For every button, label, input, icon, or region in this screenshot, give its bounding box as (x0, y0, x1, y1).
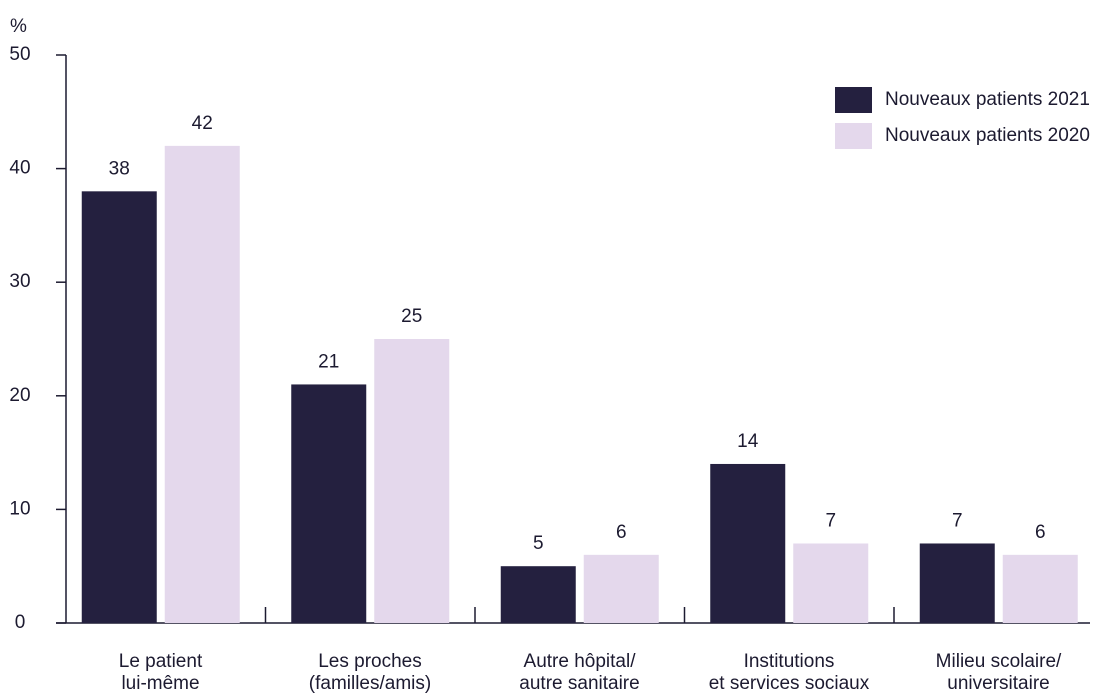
bar (710, 463, 786, 623)
bar (291, 384, 367, 623)
legend-label: Nouveaux patients 2021 (885, 89, 1090, 110)
x-tick-label: Le patient lui-même (118, 651, 203, 694)
y-axis-label: % (10, 16, 27, 37)
bar (793, 543, 869, 623)
data-label: 6 (616, 522, 627, 543)
y-tick-label: 30 (9, 271, 30, 292)
data-label: 5 (533, 533, 544, 554)
data-label: 21 (318, 351, 339, 372)
data-label: 38 (109, 158, 130, 179)
bar (164, 145, 240, 623)
bar (583, 554, 659, 623)
bar (919, 543, 995, 623)
bar (374, 339, 450, 623)
y-tick-label: 20 (9, 385, 30, 406)
legend-swatch (835, 87, 872, 113)
x-tick-label: Autre hôpital/ autre sanitaire (519, 651, 640, 694)
data-label: 7 (952, 510, 963, 531)
x-tick-label: Institutions et services sociaux (708, 651, 870, 694)
data-label: 7 (825, 510, 836, 531)
y-tick-label: 10 (9, 498, 30, 519)
bar (500, 566, 576, 623)
data-label: 6 (1035, 522, 1046, 543)
legend-swatch (835, 123, 872, 149)
y-tick-label: 0 (15, 612, 26, 633)
bar (81, 191, 157, 623)
data-label: 25 (401, 306, 422, 327)
legend-label: Nouveaux patients 2020 (885, 125, 1090, 146)
data-label: 42 (192, 113, 213, 134)
x-tick-label: Les proches (familles/amis) (308, 651, 432, 694)
data-label: 14 (737, 431, 759, 452)
y-tick-label: 50 (9, 44, 30, 65)
y-tick-label: 40 (9, 158, 30, 179)
bar (1002, 554, 1078, 623)
x-tick-label: Milieu scolaire/ universitaire (935, 651, 1062, 694)
